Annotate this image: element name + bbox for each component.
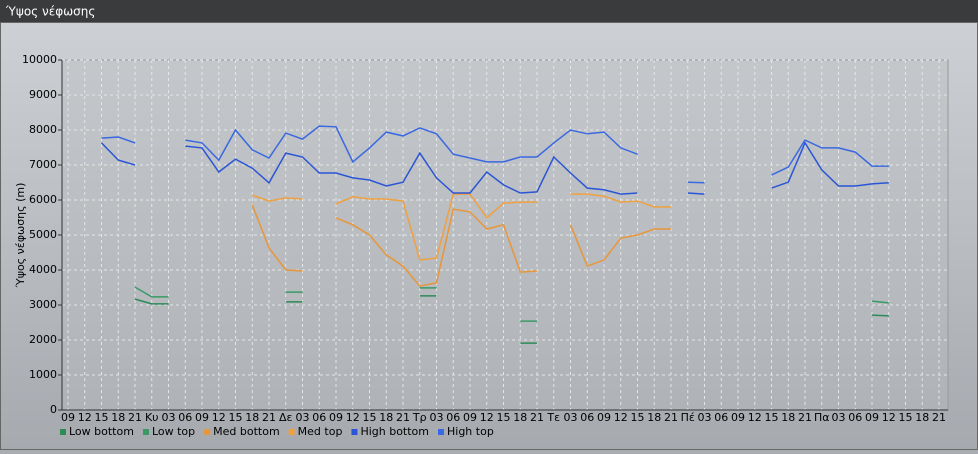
x-tick-label: 09 <box>731 411 745 424</box>
y-axis-title: Ύψος νέφωσης (m) <box>14 183 27 289</box>
x-tick-label: 12 <box>614 411 628 424</box>
x-tick-label: 12 <box>346 411 360 424</box>
x-tick-label: 06 <box>580 411 594 424</box>
legend-swatch <box>142 429 149 435</box>
x-tick-label: 21 <box>664 411 678 424</box>
series-line <box>134 295 889 344</box>
x-tick-label: 15 <box>363 411 377 424</box>
x-tick-label: Δε <box>279 411 293 424</box>
series-line <box>251 204 671 287</box>
y-tick-label: 0 <box>50 403 57 416</box>
x-tick-label: 09 <box>597 411 611 424</box>
series-line <box>100 141 889 195</box>
x-tick-label: 09 <box>61 411 75 424</box>
legend-swatch <box>351 429 358 435</box>
legend-swatch <box>438 429 444 435</box>
x-tick-label: 12 <box>78 411 92 424</box>
chart-title: Ύψος νέφωσης <box>5 5 95 19</box>
legend-swatch <box>60 429 66 435</box>
y-tick-label: 4000 <box>29 263 57 276</box>
x-tick-label: 12 <box>480 411 494 424</box>
x-tick-label: 15 <box>765 411 779 424</box>
x-tick-label: 21 <box>530 411 544 424</box>
y-tick-label: 10000 <box>22 53 57 66</box>
x-tick-label: 15 <box>497 411 511 424</box>
legend-swatch <box>288 429 295 435</box>
x-tick-label: 21 <box>932 411 946 424</box>
x-tick-label: 15 <box>95 411 109 424</box>
x-tick-label: 06 <box>178 411 192 424</box>
x-tick-label: 09 <box>329 411 343 424</box>
legend-swatch <box>204 429 211 435</box>
x-tick-label: 09 <box>195 411 209 424</box>
y-tick-label: 7000 <box>29 158 57 171</box>
legend-label: High top <box>447 425 494 438</box>
x-tick-label: 03 <box>564 411 578 424</box>
y-tick-label: 9000 <box>29 88 57 101</box>
x-tick-label: 06 <box>714 411 728 424</box>
x-tick-label: 21 <box>262 411 276 424</box>
x-tick-label: 18 <box>379 411 393 424</box>
y-tick-label: 8000 <box>29 123 57 136</box>
x-tick-label: Πέ <box>681 411 695 424</box>
x-tick-label: 09 <box>463 411 477 424</box>
x-tick-label: 18 <box>245 411 259 424</box>
y-tick-label: 5000 <box>29 228 57 241</box>
x-tick-label: 06 <box>848 411 862 424</box>
x-tick-label: 03 <box>832 411 846 424</box>
x-tick-label: 18 <box>781 411 795 424</box>
y-tick-label: 6000 <box>29 193 57 206</box>
x-tick-label: 03 <box>296 411 310 424</box>
x-tick-label: 15 <box>631 411 645 424</box>
x-tick-label: Πα <box>814 411 830 424</box>
title-bar <box>0 0 978 22</box>
x-tick-label: 06 <box>312 411 326 424</box>
y-tick-label: 1000 <box>29 368 57 381</box>
legend-label: Med bottom <box>213 425 280 438</box>
x-tick-label: 18 <box>915 411 929 424</box>
x-tick-label: 18 <box>111 411 125 424</box>
x-tick-label: 03 <box>698 411 712 424</box>
legend-label: Med top <box>298 425 343 438</box>
x-tick-label: 18 <box>513 411 527 424</box>
series-line <box>101 125 889 184</box>
y-tick-label: 2000 <box>29 333 57 346</box>
x-tick-label: 21 <box>128 411 142 424</box>
x-tick-label: 15 <box>229 411 243 424</box>
x-tick-label: Τε <box>546 411 560 424</box>
x-tick-label: 09 <box>865 411 879 424</box>
x-tick-label: 21 <box>798 411 812 424</box>
y-tick-label: 3000 <box>29 298 57 311</box>
x-tick-label: 03 <box>162 411 176 424</box>
x-tick-label: Κυ <box>145 411 159 424</box>
x-tick-label: 12 <box>212 411 226 424</box>
legend-label: Low top <box>152 425 195 438</box>
x-tick-label: 18 <box>647 411 661 424</box>
legend-label: Low bottom <box>69 425 134 438</box>
x-tick-label: Τρ <box>412 411 427 424</box>
x-tick-label: 06 <box>446 411 460 424</box>
x-tick-label: 12 <box>748 411 762 424</box>
x-tick-label: 15 <box>899 411 913 424</box>
legend-label: High bottom <box>360 425 429 438</box>
x-tick-label: 12 <box>882 411 896 424</box>
x-tick-label: 03 <box>430 411 444 424</box>
series-line <box>134 286 889 322</box>
x-tick-label: 21 <box>396 411 410 424</box>
series-line <box>252 193 671 261</box>
